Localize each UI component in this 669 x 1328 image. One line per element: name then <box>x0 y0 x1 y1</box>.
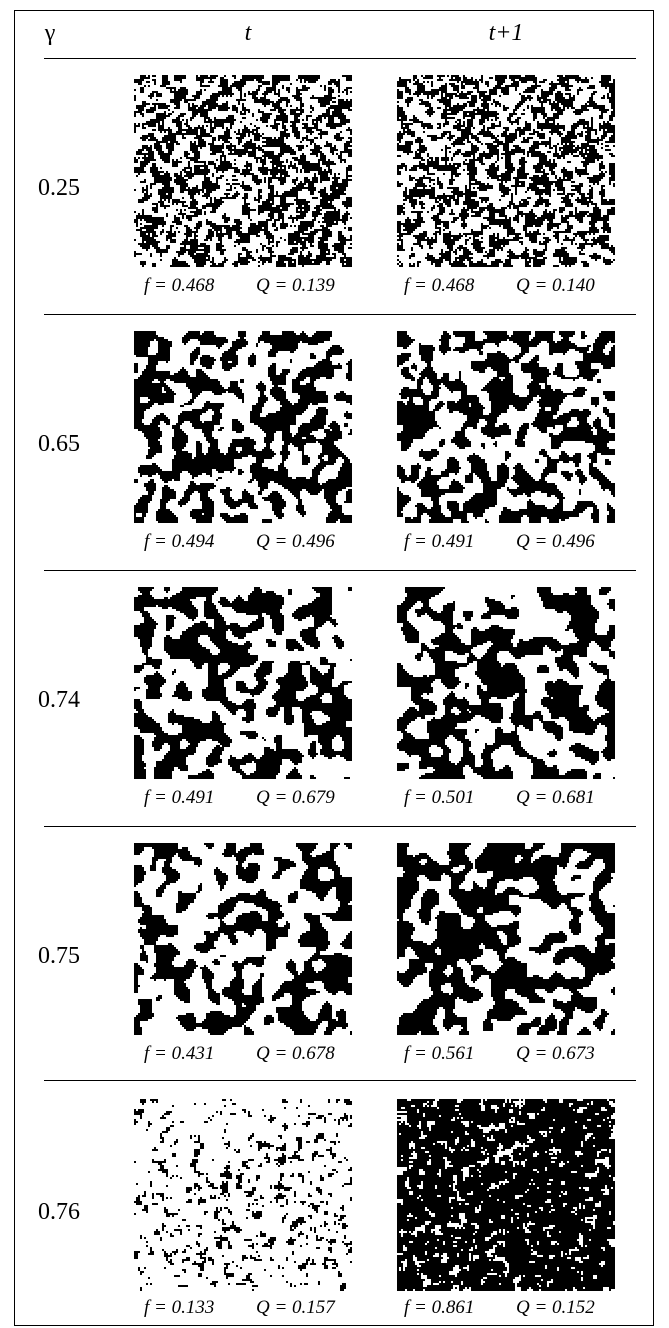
gamma-value: 0.25 <box>38 175 80 201</box>
row-divider <box>44 314 636 315</box>
pattern-panel-t <box>134 843 352 1035</box>
pattern-panel-t <box>134 1099 352 1291</box>
q-value: Q = 0.496 <box>256 531 335 552</box>
pattern-panel-t <box>134 587 352 779</box>
gamma-value: 0.75 <box>38 943 80 969</box>
header-t: t <box>244 20 252 46</box>
pattern-panel-t1 <box>397 587 615 779</box>
header-rule <box>44 58 636 59</box>
q-value: Q = 0.681 <box>516 787 595 808</box>
f-value: f = 0.501 <box>404 787 475 808</box>
q-value: Q = 0.678 <box>256 1043 335 1064</box>
f-value: f = 0.494 <box>144 531 215 552</box>
gamma-value: 0.74 <box>38 687 80 713</box>
header-gamma: γ <box>44 20 56 46</box>
figure-frame <box>14 10 654 1326</box>
f-value: f = 0.561 <box>404 1043 475 1064</box>
f-value: f = 0.468 <box>404 275 475 296</box>
gamma-value: 0.76 <box>38 1199 80 1225</box>
pattern-panel-t1 <box>397 75 615 267</box>
pattern-panel-t1 <box>397 331 615 523</box>
pattern-panel-t <box>134 331 352 523</box>
pattern-panel-t1 <box>397 1099 615 1291</box>
row-divider <box>44 826 636 827</box>
f-value: f = 0.431 <box>144 1043 215 1064</box>
q-value: Q = 0.140 <box>516 275 595 296</box>
f-value: f = 0.491 <box>144 787 215 808</box>
q-value: Q = 0.157 <box>256 1297 335 1318</box>
f-value: f = 0.133 <box>144 1297 215 1318</box>
q-value: Q = 0.496 <box>516 531 595 552</box>
q-value: Q = 0.679 <box>256 787 335 808</box>
row-divider <box>44 570 636 571</box>
pattern-panel-t <box>134 75 352 267</box>
pattern-panel-t1 <box>397 843 615 1035</box>
f-value: f = 0.491 <box>404 531 475 552</box>
header-t-plus-1: t+1 <box>488 20 524 46</box>
q-value: Q = 0.152 <box>516 1297 595 1318</box>
gamma-value: 0.65 <box>38 431 80 457</box>
f-value: f = 0.468 <box>144 275 215 296</box>
row-divider <box>44 1080 636 1081</box>
q-value: Q = 0.139 <box>256 275 335 296</box>
q-value: Q = 0.673 <box>516 1043 595 1064</box>
f-value: f = 0.861 <box>404 1297 475 1318</box>
